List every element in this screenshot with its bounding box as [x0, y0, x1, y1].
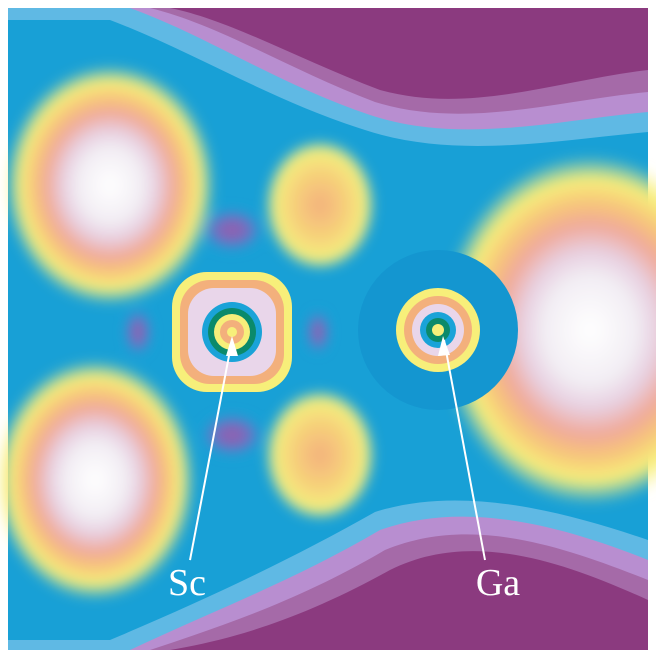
lobe: [5, 65, 215, 305]
basin: [200, 208, 264, 252]
atom-label: Ga: [476, 562, 520, 604]
sc-atom: [172, 272, 292, 392]
atom-label: Sc: [168, 562, 206, 604]
lobe: [265, 140, 375, 270]
basin: [124, 308, 152, 356]
elf-map: Sc Ga: [0, 0, 656, 658]
lobe: [265, 390, 375, 520]
page: Sc Ga (() => { const data = JSON.parse(d…: [0, 0, 656, 658]
basin: [306, 310, 330, 354]
ga-atom: [358, 250, 518, 410]
lobe: [0, 360, 195, 600]
basin: [200, 413, 264, 457]
